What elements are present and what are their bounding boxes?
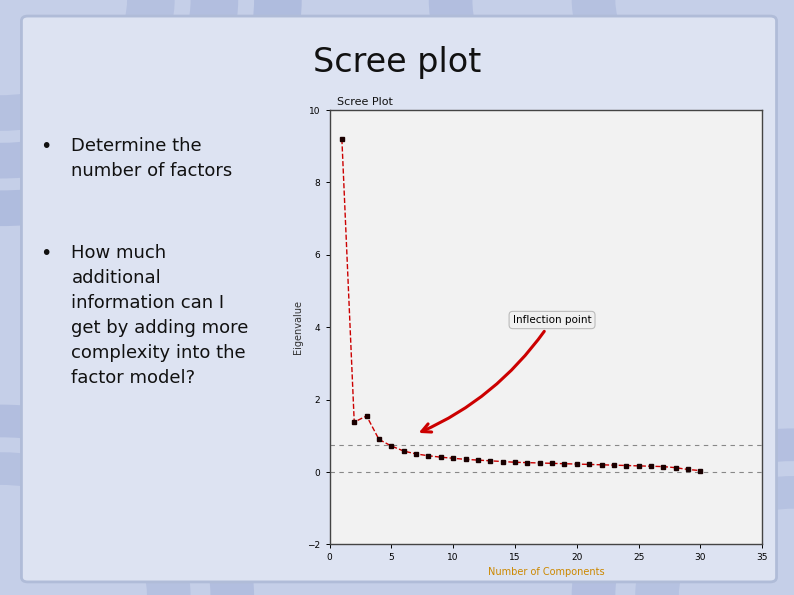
- Wedge shape: [572, 0, 730, 119]
- X-axis label: Number of Components: Number of Components: [488, 566, 604, 577]
- Wedge shape: [572, 428, 794, 595]
- Text: How much
additional
information can I
get by adding more
complexity into the
fac: How much additional information can I ge…: [71, 244, 249, 387]
- Text: Scree Plot: Scree Plot: [330, 96, 392, 107]
- Text: Inflection point: Inflection point: [422, 315, 592, 432]
- Text: •: •: [40, 137, 51, 156]
- Wedge shape: [429, 0, 651, 167]
- Wedge shape: [635, 476, 794, 595]
- Wedge shape: [0, 0, 238, 178]
- Wedge shape: [0, 0, 175, 131]
- Wedge shape: [0, 452, 191, 595]
- Text: Determine the
number of factors: Determine the number of factors: [71, 137, 233, 180]
- Y-axis label: Eigenvalue: Eigenvalue: [293, 300, 303, 354]
- Wedge shape: [0, 405, 254, 595]
- FancyBboxPatch shape: [21, 16, 777, 582]
- Text: •: •: [40, 244, 51, 263]
- Wedge shape: [0, 0, 302, 226]
- Text: Scree plot: Scree plot: [313, 46, 481, 79]
